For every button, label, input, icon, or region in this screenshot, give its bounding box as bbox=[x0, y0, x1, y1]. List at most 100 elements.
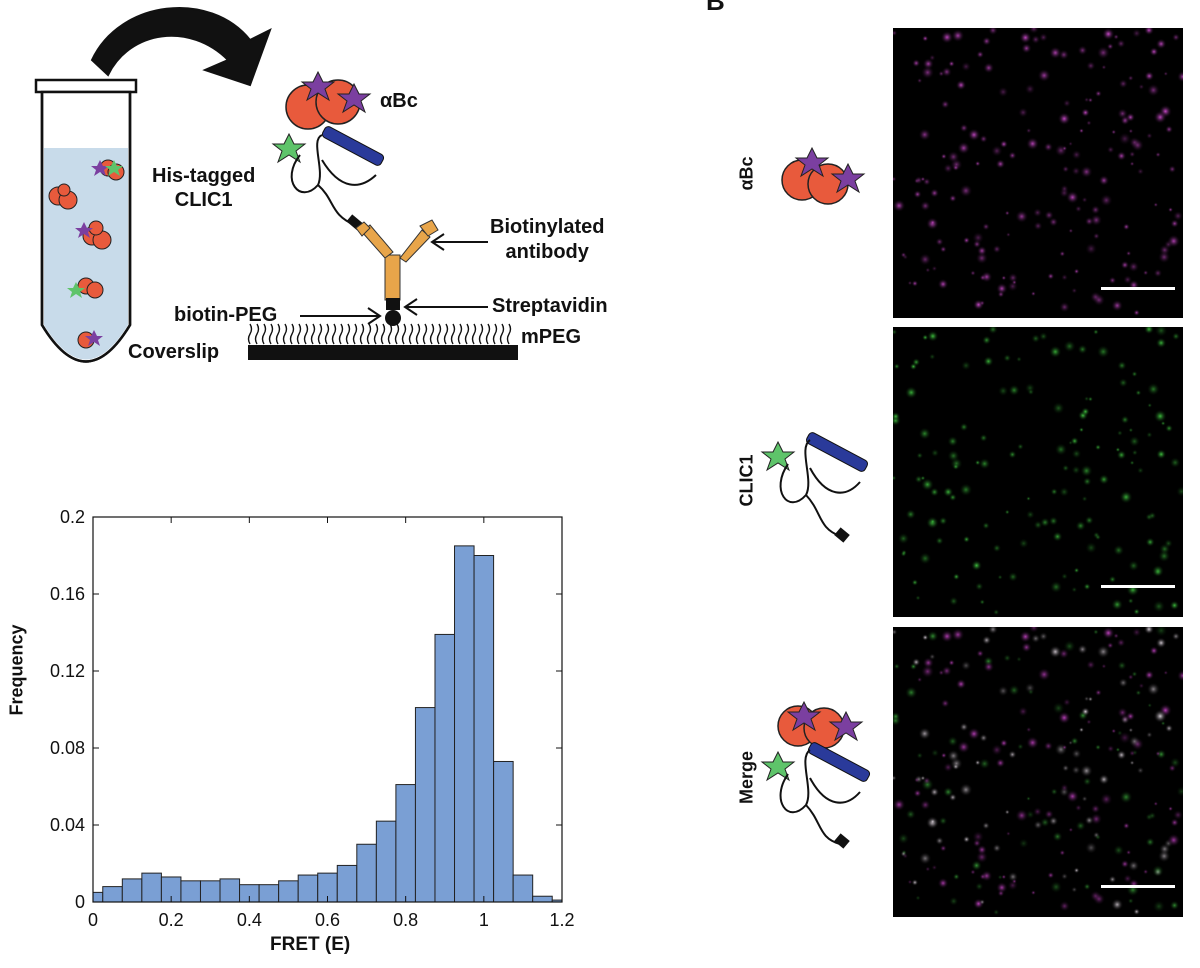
biotin-peg-label: biotin-PEG bbox=[174, 304, 278, 326]
peg-strand bbox=[478, 323, 484, 345]
his-tagged-line2: CLIC1 bbox=[174, 189, 233, 211]
histogram-bar bbox=[356, 843, 377, 902]
peg-strand bbox=[387, 323, 393, 345]
mpeg-label: mPEG bbox=[521, 326, 582, 348]
merge-spots bbox=[893, 627, 1183, 917]
clic1-spots bbox=[893, 327, 1183, 617]
row-label-merge: Merge bbox=[736, 751, 757, 805]
row-label-clic1: CLIC1 bbox=[736, 454, 757, 507]
y-tick-label: 0 bbox=[75, 892, 85, 912]
image-merge bbox=[893, 627, 1183, 917]
image-alphabc bbox=[893, 28, 1183, 318]
y-tick-label: 0.16 bbox=[50, 584, 85, 604]
schematic bbox=[34, 7, 518, 363]
image-clic1 bbox=[893, 327, 1183, 617]
panel-letter: B bbox=[706, 0, 725, 16]
histogram-bar bbox=[395, 784, 416, 902]
histogram-bar bbox=[199, 880, 221, 902]
curved-arrow-icon bbox=[90, 7, 272, 87]
histogram-bar bbox=[180, 880, 201, 902]
histogram-bar bbox=[473, 555, 495, 902]
histogram-bar bbox=[454, 545, 475, 902]
histogram-bar bbox=[278, 880, 299, 902]
alpha-bc-label: αBc bbox=[380, 90, 418, 112]
x-tick-label: 0.8 bbox=[393, 910, 418, 930]
y-axis-label: Frequency bbox=[6, 624, 27, 716]
x-axis-label: FRET (E) bbox=[270, 934, 351, 955]
peg-strand bbox=[331, 323, 337, 345]
his-tagged-label: His-tagged CLIC1 bbox=[152, 164, 255, 212]
histogram-bar bbox=[493, 760, 514, 902]
histogram-bar bbox=[121, 878, 143, 902]
peg-strand bbox=[457, 323, 463, 345]
scale-bar bbox=[1101, 287, 1175, 290]
x-tick-label: 0.2 bbox=[159, 910, 184, 930]
peg-strand bbox=[408, 323, 414, 345]
tube-icon bbox=[34, 78, 138, 363]
y-tick-label: 0.12 bbox=[50, 661, 85, 681]
fret-histogram: 0 0.2 0.4 0.6 0.8 1 1.2 0 0.04 0.08 0.12 0.16 0.2 bbox=[50, 507, 575, 930]
x-tick-label: 1.2 bbox=[549, 910, 574, 930]
y-tick-label: 0.04 bbox=[50, 815, 85, 835]
y-tick-label: 0.2 bbox=[60, 507, 85, 527]
peg-strand bbox=[373, 323, 379, 345]
x-tick-label: 0 bbox=[88, 910, 98, 930]
alphabc-spots bbox=[893, 28, 1183, 318]
biotinylated-label: Biotinylated antibody bbox=[490, 215, 604, 265]
row-icon-clic1 bbox=[760, 432, 869, 543]
peg-strand bbox=[394, 323, 400, 345]
peg-brush bbox=[247, 323, 512, 345]
x-tick-label: 0.6 bbox=[315, 910, 340, 930]
peg-strand bbox=[485, 323, 491, 345]
peg-strand bbox=[359, 323, 365, 345]
peg-strand bbox=[296, 323, 302, 345]
peg-strand bbox=[422, 323, 428, 345]
peg-strand bbox=[492, 323, 498, 345]
peg-strand bbox=[429, 323, 435, 345]
peg-strand bbox=[366, 323, 372, 345]
peg-strand bbox=[345, 323, 351, 345]
y-tick-label: 0.08 bbox=[50, 738, 85, 758]
peg-strand bbox=[443, 323, 449, 345]
scale-bar bbox=[1101, 885, 1175, 888]
peg-strand bbox=[275, 323, 281, 345]
coverslip-label: Coverslip bbox=[128, 341, 220, 363]
scale-bar bbox=[1101, 585, 1175, 588]
histogram-bar bbox=[414, 707, 436, 902]
peg-strand bbox=[380, 323, 386, 345]
peg-strand bbox=[471, 323, 477, 345]
peg-strand bbox=[247, 323, 253, 345]
peg-strand bbox=[282, 323, 288, 345]
tube-complex-icon bbox=[48, 159, 125, 349]
histogram-bar bbox=[258, 884, 280, 902]
pointer-arrows bbox=[300, 233, 488, 325]
streptavidin-label: Streptavidin bbox=[492, 295, 608, 317]
histogram-bars bbox=[93, 545, 562, 902]
peg-strand bbox=[289, 323, 295, 345]
row-icon-alphabc bbox=[781, 146, 866, 205]
peg-strand bbox=[506, 323, 512, 345]
peg-strand bbox=[310, 323, 316, 345]
antibody-icon bbox=[355, 219, 439, 326]
peg-strand bbox=[303, 323, 309, 345]
peg-strand bbox=[324, 323, 330, 345]
histogram-bar bbox=[102, 886, 123, 902]
clic1-icon bbox=[271, 126, 385, 231]
row-icon-merge bbox=[760, 700, 871, 849]
histogram-bar bbox=[297, 874, 319, 902]
coverslip-bar bbox=[248, 345, 518, 360]
peg-strand bbox=[268, 323, 274, 345]
peg-strand bbox=[401, 323, 407, 345]
peg-strand bbox=[352, 323, 358, 345]
peg-strand bbox=[317, 323, 323, 345]
x-tick-label: 0.4 bbox=[237, 910, 262, 930]
row-label-alphabc: αBc bbox=[736, 156, 757, 191]
peg-strand bbox=[436, 323, 442, 345]
peg-strand bbox=[464, 323, 470, 345]
peg-strand bbox=[261, 323, 267, 345]
peg-strand bbox=[415, 323, 421, 345]
histogram-bar bbox=[336, 864, 358, 902]
his-tagged-line1: His-tagged bbox=[152, 165, 256, 187]
peg-strand bbox=[450, 323, 456, 345]
peg-strand bbox=[499, 323, 505, 345]
